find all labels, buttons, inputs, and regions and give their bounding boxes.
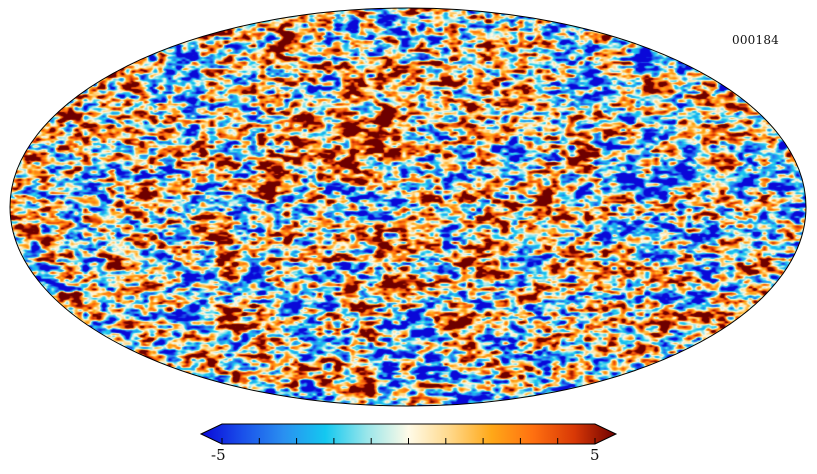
colorbar xyxy=(199,423,618,445)
colorbar-ticks xyxy=(221,438,596,444)
temperature-field-image xyxy=(10,8,806,406)
map-label: 000184 xyxy=(732,33,780,47)
mollweide-map xyxy=(9,7,807,407)
colorbar-max-label: 5 xyxy=(590,446,600,464)
colorbar-min-label: -5 xyxy=(211,446,226,464)
map-outline xyxy=(9,7,807,407)
